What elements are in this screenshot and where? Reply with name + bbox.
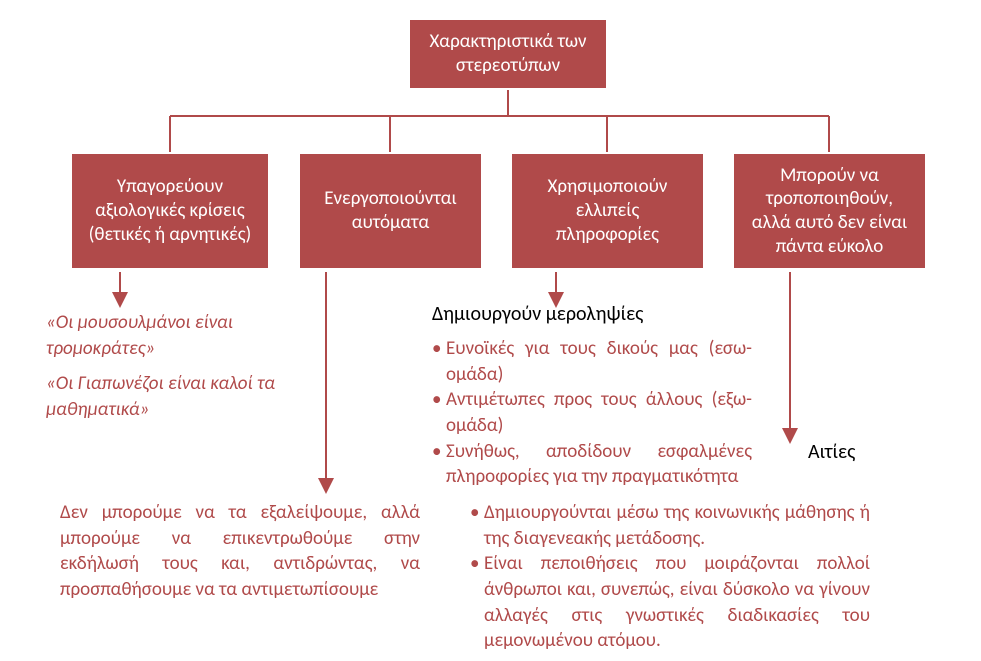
detail-2-text: Δεν μπορούμε να τα εξαλείψουμε, αλλά μπο… [60, 501, 420, 601]
child-node-3: Χρησιμοποιούν ελλιπείς πληροφορίες [510, 152, 705, 270]
detail-2-paragraph: Δεν μπορούμε να τα εξαλείψουμε, αλλά μπο… [60, 500, 420, 603]
child-node-1-label: Υπαγορεύουν αξιολογικές κρίσεις (θετικές… [84, 175, 256, 246]
detail-3-bullets: Ευνοϊκές για τους δικούς μας (εσω-ομάδα)… [432, 336, 752, 490]
detail-1-quotes: «Οι μουσουλμάνοι είναι τρομοκράτες» «Οι … [46, 310, 296, 423]
flowchart-canvas: Χαρακτηριστικά των στερεοτύπων Υπαγορεύο… [0, 0, 981, 661]
child-node-4: Μπορούν να τροποποιηθούν, αλλά αυτό δεν … [732, 152, 927, 270]
child-node-2: Ενεργοποιούνται αυτόματα [298, 152, 483, 270]
quote-2: «Οι Γιαπωνέζοι είναι καλοί τα μαθηματικά… [46, 371, 296, 422]
detail-3-bullet-3: Συνήθως, αποδίδουν εσφαλμένες πληροφορίε… [432, 439, 752, 490]
child-node-3-label: Χρησιμοποιούν ελλιπείς πληροφορίες [524, 175, 691, 246]
child-node-1: Υπαγορεύουν αξιολογικές κρίσεις (θετικές… [70, 152, 270, 270]
detail-4-bullet-1: Δημιουργούνται μέσω της κοινωνικής μάθησ… [470, 500, 870, 551]
root-node-label: Χαρακτηριστικά των στερεοτύπων [422, 30, 594, 78]
detail-4-heading: Αιτίες [808, 440, 855, 464]
detail-4-bullet-2: Είναι πεποιθήσεις που μοιράζονται πολλοί… [470, 551, 870, 654]
quote-1: «Οι μουσουλμάνοι είναι τρομοκράτες» [46, 310, 296, 361]
detail-3-bullet-2: Αντιμέτωπες προς τους άλλους (εξω-ομάδα) [432, 387, 752, 438]
detail-3-bullet-1: Ευνοϊκές για τους δικούς μας (εσω-ομάδα) [432, 336, 752, 387]
root-node: Χαρακτηριστικά των στερεοτύπων [408, 18, 608, 90]
detail-4-bullets: Δημιουργούνται μέσω της κοινωνικής μάθησ… [470, 500, 870, 654]
detail-3-heading: Δημιουργούν μεροληψίες [432, 302, 643, 326]
child-node-2-label: Ενεργοποιούνται αυτόματα [312, 187, 469, 235]
child-node-4-label: Μπορούν να τροποποιηθούν, αλλά αυτό δεν … [746, 164, 913, 259]
